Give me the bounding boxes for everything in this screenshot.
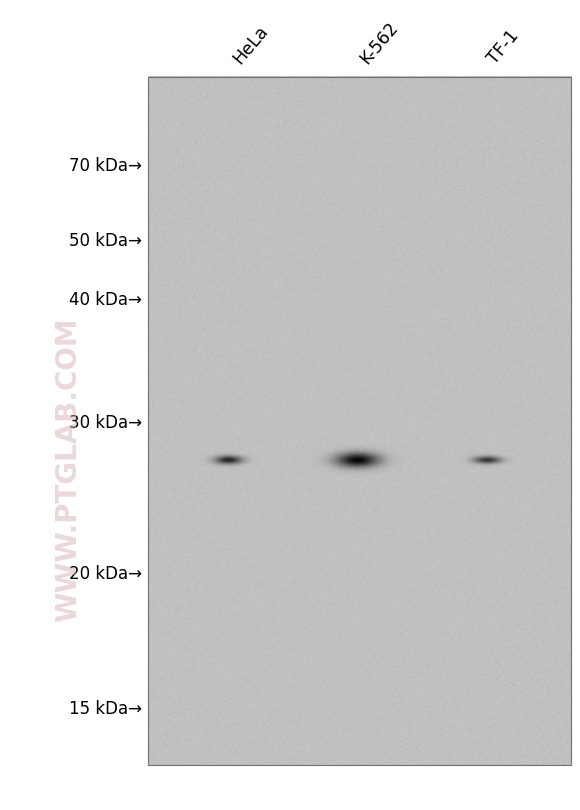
Text: 40 kDa→: 40 kDa→: [69, 291, 142, 309]
Bar: [148, 77, 571, 765]
Text: WWW.PTGLAB.COM: WWW.PTGLAB.COM: [55, 318, 82, 622]
Text: TF-1: TF-1: [484, 27, 523, 67]
Text: 15 kDa→: 15 kDa→: [69, 700, 142, 718]
Text: 50 kDa→: 50 kDa→: [69, 232, 142, 249]
Text: HeLa: HeLa: [229, 22, 271, 67]
Text: 30 kDa→: 30 kDa→: [69, 414, 142, 432]
Text: K-562: K-562: [357, 18, 402, 67]
Text: 70 kDa→: 70 kDa→: [69, 157, 142, 176]
Text: 20 kDa→: 20 kDa→: [69, 565, 142, 583]
